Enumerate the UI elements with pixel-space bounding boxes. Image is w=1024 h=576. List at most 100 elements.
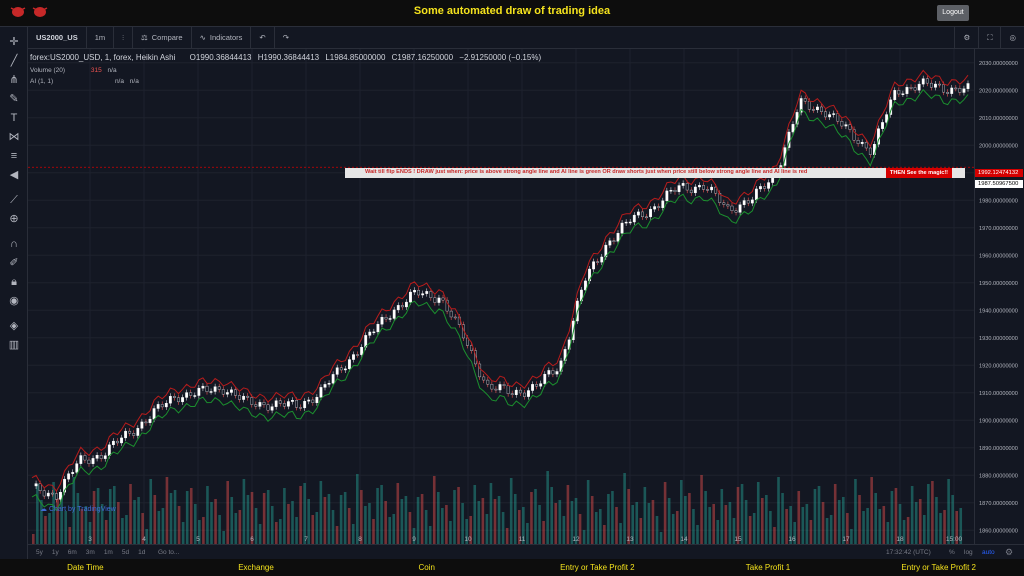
- volume-bar: [157, 511, 161, 544]
- price-axis[interactable]: 2030.00000000 2020.00000000 2010.00000000 2…: [974, 49, 1024, 544]
- chart-area[interactable]: 3 4 5 6 7 8 9 10 11 12 13 14 15 16 17 18 15:00: [28, 49, 974, 544]
- volume-bar: [720, 489, 724, 544]
- range-1y[interactable]: 1y: [51, 549, 59, 556]
- magnet-icon[interactable]: ∩: [10, 238, 18, 250]
- candle: [409, 291, 412, 303]
- candle: [710, 186, 714, 191]
- ai-label[interactable]: AI (1, 1): [30, 78, 54, 85]
- volume-bar: [60, 495, 63, 544]
- range-6m[interactable]: 6m: [67, 549, 77, 556]
- candle: [111, 440, 115, 446]
- ai-na-1: n/a: [114, 78, 124, 85]
- volume-bar: [914, 502, 918, 544]
- volume-bar: [761, 498, 764, 544]
- volume-bar: [805, 504, 809, 544]
- fib-icon[interactable]: ≡: [10, 150, 18, 162]
- text-icon[interactable]: T: [10, 112, 18, 124]
- range-1m[interactable]: 1m: [103, 549, 113, 556]
- tradingview-watermark[interactable]: ☁ Chart by TradingView: [40, 506, 116, 513]
- volume-bar: [898, 504, 902, 544]
- candle: [234, 389, 237, 396]
- series-title[interactable]: forex:US2000_USD, 1, forex, Heikin Ashi: [30, 53, 176, 62]
- candle: [759, 186, 762, 190]
- volume-bar: [918, 499, 922, 544]
- candle: [669, 190, 673, 192]
- volume-bar: [291, 501, 294, 544]
- volume-bar: [400, 499, 404, 544]
- candle: [303, 400, 307, 409]
- candle: [616, 233, 620, 242]
- volume-bar: [56, 498, 59, 544]
- trash-icon[interactable]: ▥: [8, 339, 20, 351]
- logout-button[interactable]: Logout: [937, 5, 969, 21]
- chart-type-icon[interactable]: ⫶: [114, 26, 133, 49]
- candle: [380, 316, 384, 325]
- ruler-icon[interactable]: ⟋: [10, 194, 18, 206]
- candle: [38, 483, 42, 491]
- percent-toggle[interactable]: %: [949, 549, 955, 556]
- volume-bar: [797, 491, 801, 544]
- volume-label[interactable]: Volume (20): [30, 67, 66, 74]
- goto-button[interactable]: Go to...: [158, 549, 180, 556]
- candle: [799, 98, 803, 113]
- candle: [848, 124, 852, 130]
- trading-idea-callout[interactable]: Wait till flip ENDS ! DRAW just when: pr…: [345, 168, 965, 178]
- camera-icon[interactable]: ◎: [1009, 33, 1016, 42]
- brush-icon[interactable]: ✎: [9, 93, 19, 105]
- crosshair-icon[interactable]: ✛: [9, 36, 19, 48]
- candle: [852, 129, 856, 141]
- undo-icon[interactable]: ↶: [251, 26, 275, 49]
- candle: [820, 106, 823, 112]
- volume-bar: [177, 506, 181, 544]
- candle: [844, 124, 848, 127]
- pitchfork-icon[interactable]: ⋔: [9, 74, 19, 86]
- range-5d[interactable]: 5d: [121, 549, 130, 556]
- eye-icon[interactable]: ◉: [9, 295, 19, 307]
- volume-bar: [923, 515, 926, 544]
- volume-bar: [461, 503, 464, 544]
- lock-icon[interactable]: 🔒︎: [11, 276, 17, 288]
- candle: [946, 91, 950, 94]
- range-3m[interactable]: 3m: [85, 549, 95, 556]
- layers-icon[interactable]: ◈: [9, 320, 19, 332]
- pattern-icon[interactable]: ⋈: [8, 131, 20, 143]
- compare-button[interactable]: ⚖ Compare: [133, 26, 192, 49]
- volume-bar: [607, 494, 610, 544]
- price-tick: 1980.00000000: [979, 198, 1018, 204]
- time-tick: 18: [896, 536, 904, 543]
- volume-bar: [850, 529, 853, 544]
- volume-bar: [40, 500, 43, 544]
- indicators-button[interactable]: ∿ Indicators: [192, 26, 252, 49]
- arrow-left-icon[interactable]: ◀: [9, 169, 19, 181]
- bull-logo-icon: [10, 7, 26, 17]
- settings-icon[interactable]: ⚙: [954, 26, 980, 49]
- volume-bar: [659, 532, 663, 544]
- symbol-search[interactable]: US2000_US: [28, 26, 87, 49]
- price-chart[interactable]: 3 4 5 6 7 8 9 10 11 12 13 14 15 16 17 18 15:00: [28, 49, 974, 544]
- candle: [181, 397, 184, 403]
- candle: [107, 444, 111, 456]
- candle: [746, 200, 750, 204]
- close-value: C1987.16250000: [391, 53, 454, 62]
- zoom-icon[interactable]: ⊕: [9, 213, 19, 225]
- range-5y[interactable]: 5y: [36, 549, 43, 556]
- volume-bar: [655, 516, 659, 544]
- volume-bar: [198, 520, 201, 544]
- redo-icon[interactable]: ↷: [282, 33, 290, 42]
- candle: [742, 200, 746, 205]
- volume-bar: [530, 492, 533, 544]
- range-1d[interactable]: 1d: [138, 549, 146, 556]
- interval-select[interactable]: 1m: [87, 26, 115, 49]
- trendline-icon[interactable]: ╱: [10, 55, 18, 67]
- volume-bar: [886, 522, 890, 544]
- axis-settings-icon[interactable]: ⚙: [1005, 547, 1014, 557]
- log-toggle[interactable]: log: [964, 549, 973, 556]
- drawing-toolbar: ✛ ╱ ⋔ ✎ T ⋈ ≡ ◀ ⟋ ⊕ ∩ ✐ 🔒︎ ◉ ◈ ▥: [0, 27, 28, 560]
- candle: [449, 310, 453, 318]
- compare-icon: ⚖: [141, 33, 148, 42]
- candle: [539, 383, 543, 387]
- volume-na: n/a: [107, 67, 117, 74]
- auto-toggle[interactable]: auto: [982, 549, 995, 556]
- fullscreen-icon[interactable]: ⛶: [979, 26, 1002, 49]
- lock-drawing-icon[interactable]: ✐: [9, 257, 19, 269]
